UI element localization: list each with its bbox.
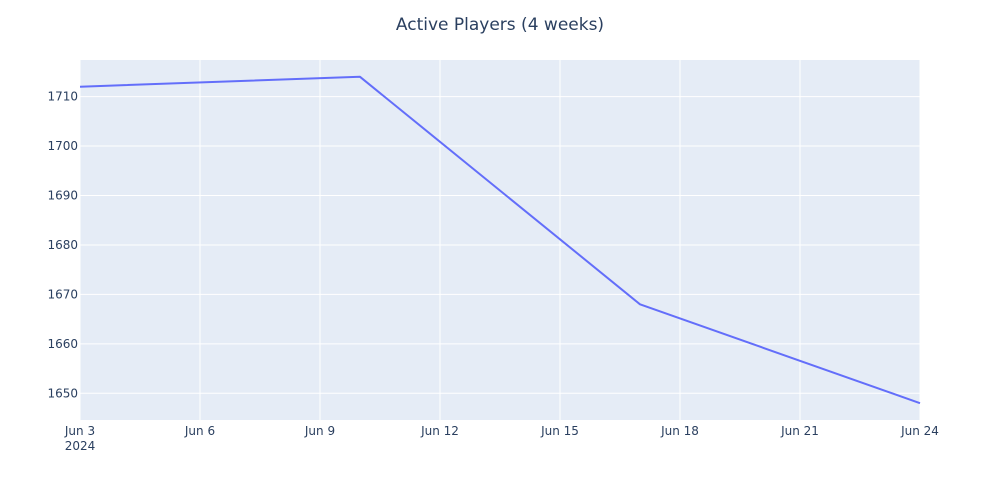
y-tick-label: 1690 [47,188,78,202]
x-tick-label: Jun 18 [660,424,699,438]
x-tick-label: Jun 15 [540,424,579,438]
series-layer [79,75,921,405]
x-tick-label: Jun 3 [64,424,95,438]
y-tick-label: 1680 [47,238,78,252]
y-tick-label: 1710 [47,90,78,104]
y-tick-label: 1670 [47,287,78,301]
y-axis: 1650 1660 1670 1680 1690 1700 1710 [47,90,78,401]
x-tick-label: Jun 6 [184,424,215,438]
chart-title: Active Players (4 weeks) [396,15,604,35]
x-axis: Jun 3 Jun 6 Jun 9 Jun 12 Jun 15 Jun 18 Jun 21 J… [64,424,939,453]
x-year-label: 2024 [65,439,96,453]
x-tick-label: Jun 21 [780,424,819,438]
y-tick-label: 1660 [47,337,78,351]
x-tick-label: Jun 24 [900,424,939,438]
plot-area [80,60,920,420]
y-tick-label: 1700 [47,139,78,153]
y-tick-label: 1650 [47,386,78,400]
series-line [79,75,921,405]
grid-layer [79,60,921,420]
x-tick-label: Jun 12 [420,424,459,438]
x-tick-label: Jun 9 [304,424,335,438]
